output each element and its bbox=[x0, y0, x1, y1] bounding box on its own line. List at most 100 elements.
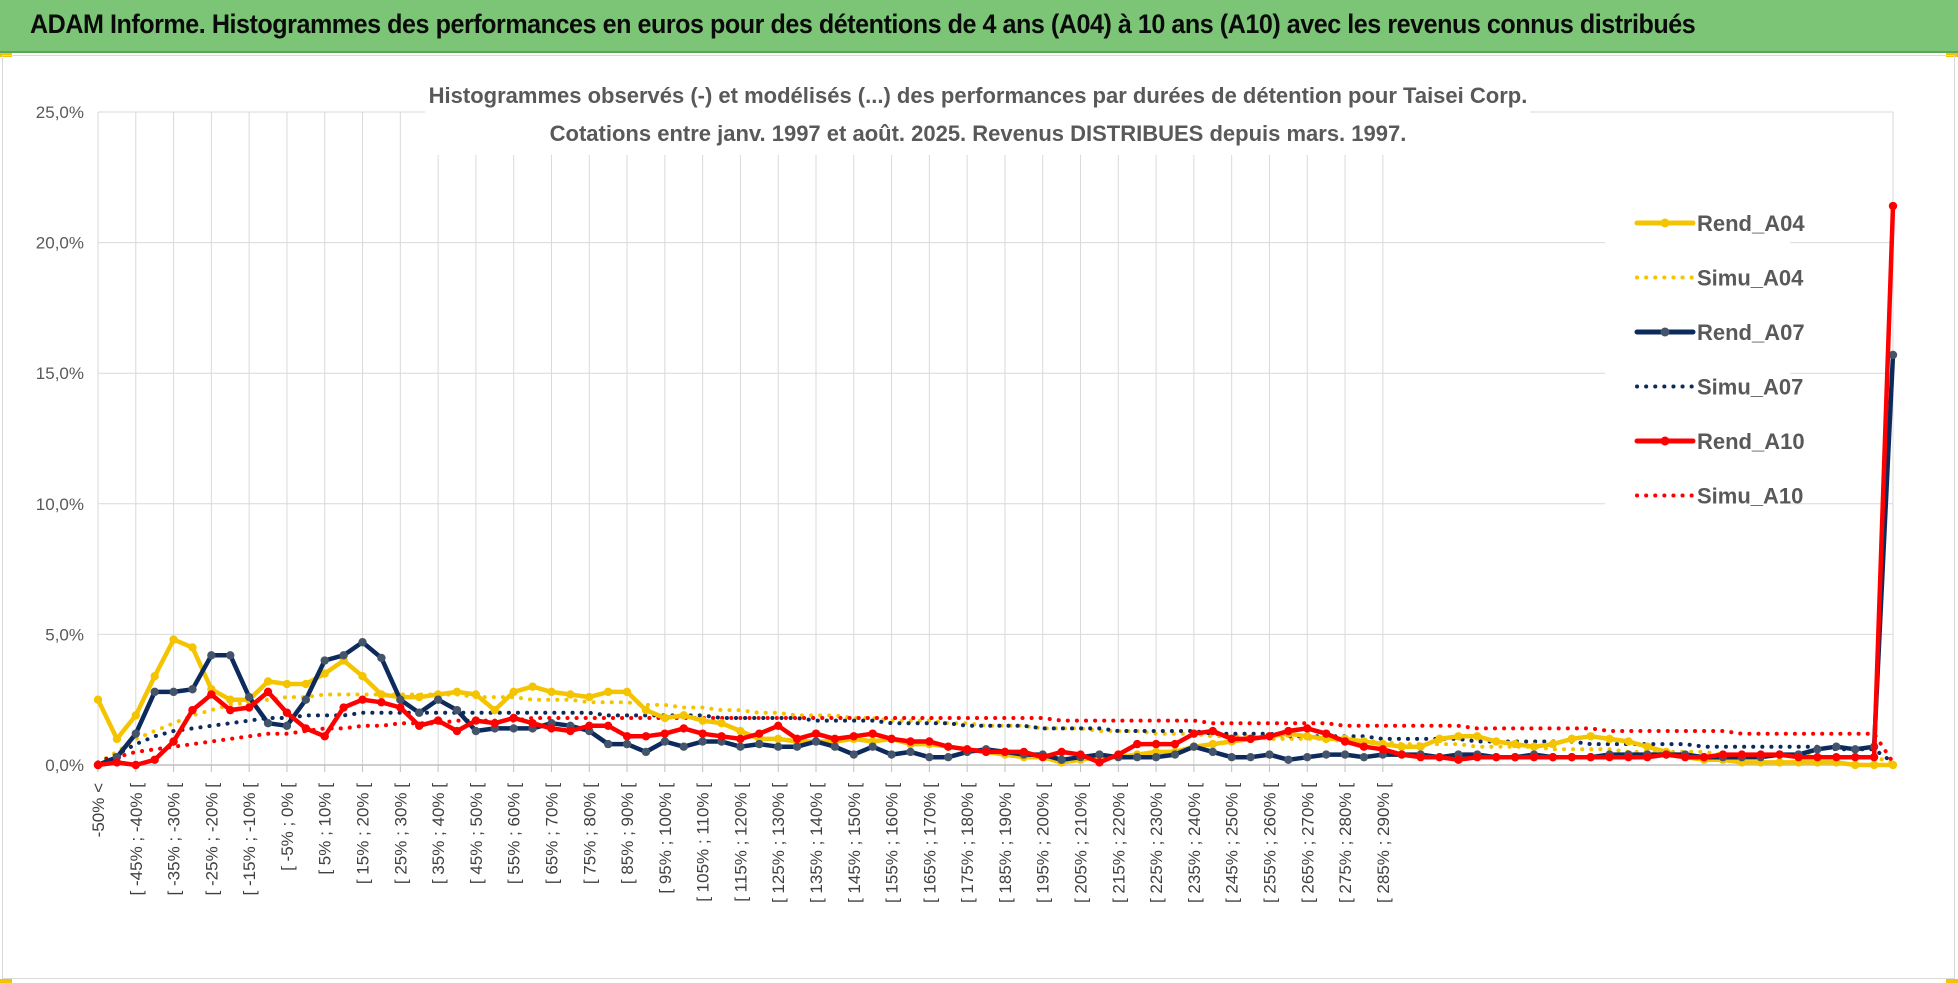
data-point-rend-a07 bbox=[1246, 752, 1255, 762]
data-point-rend-a04 bbox=[415, 692, 424, 702]
data-point-rend-a04 bbox=[452, 687, 462, 697]
data-point-rend-a10 bbox=[1359, 742, 1369, 751]
x-tick-label: [ 225% ; 230% [ bbox=[1147, 783, 1166, 903]
data-point-rend-a07 bbox=[1340, 750, 1350, 759]
data-point-rend-a07 bbox=[131, 729, 140, 738]
data-point-rend-a10 bbox=[792, 734, 802, 744]
data-point-rend-a10 bbox=[226, 705, 235, 715]
data-point-rend-a10 bbox=[1284, 726, 1293, 736]
data-point-rend-a10 bbox=[131, 760, 140, 770]
data-point-rend-a10 bbox=[1718, 750, 1728, 759]
data-point-rend-a07 bbox=[1170, 750, 1180, 759]
x-tick-label: [ 125% ; 130% [ bbox=[769, 783, 788, 903]
y-tick-label: 25,0% bbox=[36, 103, 84, 122]
legend-label: Simu_A07 bbox=[1697, 375, 1803, 400]
data-point-rend-a04 bbox=[1775, 758, 1784, 767]
series-line-simu-a10 bbox=[96, 716, 1895, 765]
legend-label: Simu_A04 bbox=[1697, 266, 1804, 291]
data-point-rend-a10 bbox=[925, 737, 934, 746]
data-point-rend-a07 bbox=[150, 687, 159, 697]
data-point-rend-a04 bbox=[566, 690, 575, 699]
data-point-rend-a10 bbox=[1397, 750, 1406, 759]
data-point-rend-a07 bbox=[679, 742, 688, 751]
data-point-rend-a10 bbox=[1851, 752, 1860, 762]
data-point-rend-a10 bbox=[1737, 750, 1747, 759]
data-point-rend-a07 bbox=[244, 692, 254, 702]
data-point-rend-a10 bbox=[698, 729, 707, 738]
x-tick-label: [ 245% ; 250% [ bbox=[1223, 783, 1242, 903]
x-tick-label: [ -5% ; 0% [ bbox=[278, 783, 297, 871]
data-point-rend-a10 bbox=[1019, 747, 1029, 757]
data-point-rend-a10 bbox=[1529, 752, 1539, 762]
x-tick-label: [ 55% ; 60% [ bbox=[505, 783, 524, 884]
x-tick-label: [ 265% ; 270% [ bbox=[1298, 783, 1317, 903]
legend-background bbox=[1605, 195, 1790, 520]
data-point-rend-a07 bbox=[1095, 750, 1104, 759]
x-tick-label: [ 115% ; 120% [ bbox=[731, 783, 750, 902]
data-point-rend-a10 bbox=[717, 732, 726, 741]
data-point-rend-a04 bbox=[1529, 742, 1539, 751]
y-tick-label: 15,0% bbox=[36, 364, 84, 383]
data-point-rend-a04 bbox=[1492, 737, 1501, 746]
data-point-rend-a04 bbox=[301, 679, 311, 689]
x-tick-label: [ 35% ; 40% [ bbox=[429, 783, 448, 884]
data-point-rend-a04 bbox=[1303, 732, 1312, 741]
data-point-rend-a04 bbox=[509, 687, 518, 697]
data-point-rend-a10 bbox=[1246, 734, 1255, 744]
data-point-rend-a10 bbox=[1794, 752, 1803, 762]
data-point-rend-a04 bbox=[603, 687, 613, 697]
data-point-rend-a10 bbox=[1416, 752, 1425, 762]
x-tick-label: [ 235% ; 240% [ bbox=[1185, 783, 1204, 903]
report-title: ADAM Informe. Histogrammes des performan… bbox=[30, 9, 1696, 39]
data-point-rend-a10 bbox=[641, 732, 651, 741]
data-point-rend-a04 bbox=[93, 695, 103, 704]
chart-frame bbox=[2, 55, 1955, 979]
data-point-rend-a10 bbox=[1114, 750, 1123, 759]
data-point-rend-a10 bbox=[415, 721, 424, 731]
data-point-rend-a10 bbox=[1321, 729, 1331, 738]
data-point-rend-a04 bbox=[1586, 732, 1595, 741]
y-tick-label: 5,0% bbox=[45, 625, 84, 644]
data-point-rend-a07 bbox=[660, 737, 670, 746]
data-point-rend-a10 bbox=[585, 721, 594, 731]
data-point-rend-a10 bbox=[566, 726, 575, 736]
x-tick-label: [ 155% ; 160% [ bbox=[883, 783, 902, 903]
data-point-rend-a07 bbox=[698, 737, 707, 746]
x-tick-label: [ 85% ; 90% [ bbox=[618, 783, 637, 884]
data-point-rend-a10 bbox=[396, 703, 405, 712]
data-point-rend-a07 bbox=[452, 705, 462, 715]
x-tick-label: [ 45% ; 50% [ bbox=[467, 783, 486, 884]
x-tick-label: [ 175% ; 180% [ bbox=[958, 783, 977, 903]
data-point-rend-a07 bbox=[320, 656, 329, 665]
data-point-rend-a10 bbox=[1435, 752, 1444, 762]
data-point-rend-a04 bbox=[622, 687, 632, 697]
data-point-rend-a07 bbox=[415, 708, 424, 717]
data-point-rend-a10 bbox=[1756, 750, 1765, 759]
data-point-rend-a04 bbox=[1473, 732, 1482, 741]
data-point-rend-a10 bbox=[1208, 726, 1217, 736]
data-point-rend-a07 bbox=[263, 719, 273, 728]
data-point-rend-a10 bbox=[93, 760, 103, 770]
data-point-rend-a07 bbox=[1321, 750, 1331, 759]
data-point-rend-a07 bbox=[226, 651, 235, 660]
data-point-rend-a10 bbox=[1473, 752, 1482, 762]
data-point-rend-a10 bbox=[1643, 752, 1652, 762]
data-point-rend-a07 bbox=[603, 739, 613, 749]
x-tick-label: [ 65% ; 70% [ bbox=[542, 783, 561, 884]
data-point-rend-a10 bbox=[528, 719, 537, 728]
x-tick-label: [ -15% ; -10% [ bbox=[240, 783, 259, 896]
data-point-rend-a10 bbox=[1680, 752, 1690, 762]
data-point-rend-a04 bbox=[1869, 760, 1879, 770]
y-tick-label: 20,0% bbox=[36, 234, 84, 253]
data-point-rend-a07 bbox=[1303, 752, 1312, 762]
data-point-rend-a10 bbox=[112, 758, 122, 767]
data-point-rend-a10 bbox=[1378, 745, 1388, 754]
data-point-rend-a10 bbox=[1133, 739, 1142, 749]
data-point-rend-a10 bbox=[1454, 755, 1463, 764]
data-point-rend-a07 bbox=[1189, 742, 1199, 751]
data-point-rend-a10 bbox=[509, 713, 518, 723]
data-point-rend-a04 bbox=[112, 734, 122, 744]
data-point-rend-a07 bbox=[906, 747, 915, 757]
data-point-rend-a10 bbox=[1586, 752, 1595, 762]
